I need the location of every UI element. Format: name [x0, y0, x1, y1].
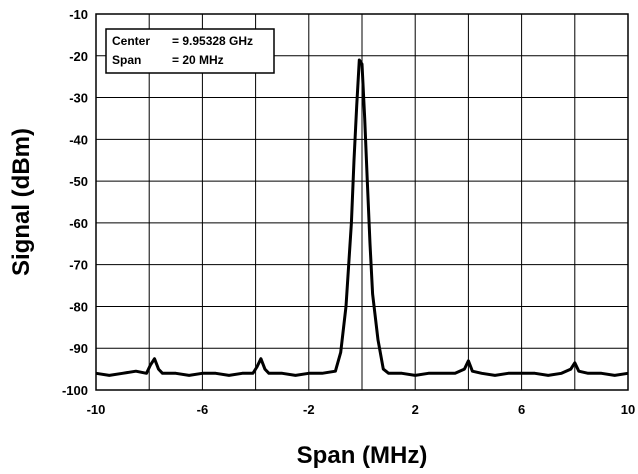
plot-border — [95, 13, 629, 391]
span-label: Span — [112, 53, 141, 67]
x-axis-title: Span (MHz) — [297, 442, 428, 469]
x-tick-label: -2 — [303, 402, 315, 417]
y-tick-label: -70 — [69, 258, 88, 273]
x-tick-label: 2 — [412, 402, 419, 417]
y-tick-label: -40 — [69, 132, 88, 147]
y-axis-title: Signal (dBm) — [8, 128, 35, 276]
span-value: = 20 MHz — [172, 53, 224, 67]
y-tick-labels: -10 -20 -30 -40 -50 -60 -70 -80 -90 -100 — [62, 7, 88, 398]
y-tick-label: -50 — [69, 174, 88, 189]
y-tick-label: -80 — [69, 299, 88, 314]
center-value: = 9.95328 GHz — [172, 34, 253, 48]
y-tick-label: -30 — [69, 91, 88, 106]
y-tick-label: -20 — [69, 49, 88, 64]
y-tick-label: -10 — [69, 7, 88, 22]
y-tick-label: -60 — [69, 216, 88, 231]
x-tick-label: 10 — [621, 402, 635, 417]
y-tick-label: -100 — [62, 383, 88, 398]
signal-trace — [95, 58, 629, 377]
y-tick-label: -90 — [69, 341, 88, 356]
x-tick-label: -10 — [87, 402, 106, 417]
center-label: Center — [112, 34, 150, 48]
x-tick-labels: -10 -6 -2 2 6 10 — [87, 402, 636, 417]
legend-box: Center = 9.95328 GHz Span = 20 MHz — [105, 28, 275, 74]
x-tick-label: -6 — [197, 402, 209, 417]
x-tick-label: 6 — [518, 402, 525, 417]
